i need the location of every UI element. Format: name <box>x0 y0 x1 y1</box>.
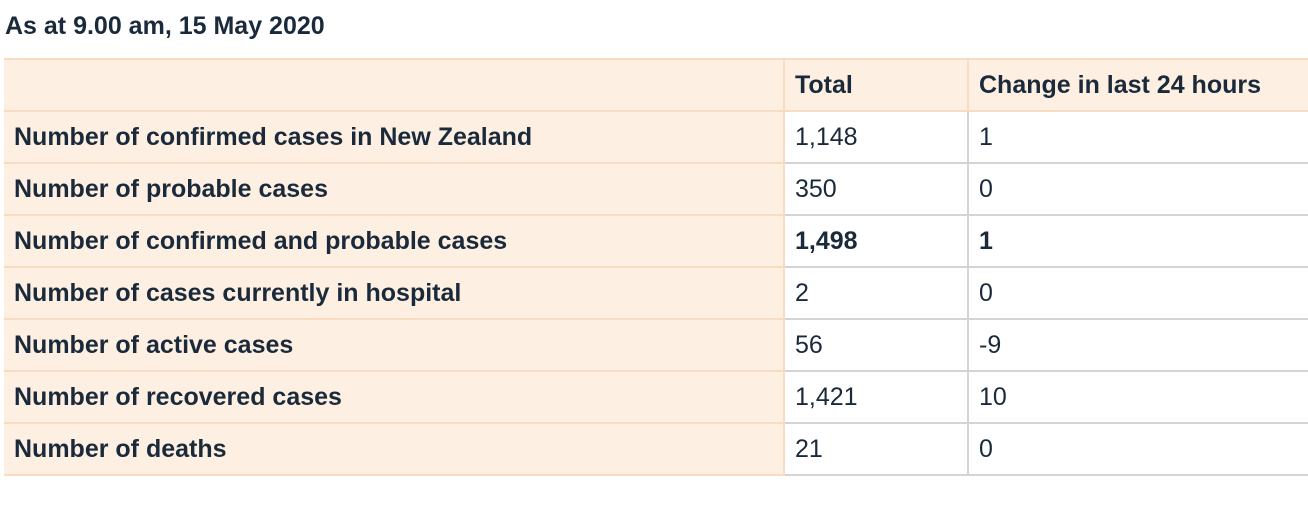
table-row: Number of confirmed cases in New Zealand… <box>4 111 1308 164</box>
row-label: Number of recovered cases <box>4 371 784 424</box>
table-row: Number of active cases 56 -9 <box>4 319 1308 372</box>
value-cell: 1,498 <box>783 215 968 268</box>
row-label: Number of deaths <box>4 423 784 476</box>
value-cell: 56 <box>783 319 968 372</box>
row-label: Number of confirmed and probable cases <box>4 215 784 268</box>
value-cell: 21 <box>783 423 968 476</box>
table-row: Number of recovered cases 1,421 10 <box>4 371 1308 424</box>
table-row: Number of confirmed and probable cases 1,… <box>4 215 1308 268</box>
value-cell: -9 <box>967 319 1308 372</box>
table-row: Number of deaths 21 0 <box>4 423 1308 476</box>
row-label: Number of active cases <box>4 319 784 372</box>
row-label: Number of confirmed cases in New Zealand <box>4 111 784 164</box>
value-cell: 1 <box>967 215 1308 268</box>
stats-table: Total Change in last 24 hours Number of c… <box>4 58 1308 476</box>
table-row: Number of probable cases 350 0 <box>4 163 1308 216</box>
header-row: Total Change in last 24 hours <box>4 58 1308 112</box>
value-cell: 10 <box>967 371 1308 424</box>
value-cell: 1 <box>967 111 1308 164</box>
header-cell <box>4 58 784 112</box>
value-cell: 350 <box>783 163 968 216</box>
row-label: Number of probable cases <box>4 163 784 216</box>
table-row: Number of cases currently in hospital 2 0 <box>4 267 1308 320</box>
value-cell: 1,148 <box>783 111 968 164</box>
table-header: Total Change in last 24 hours <box>4 58 1308 112</box>
caption: As at 9.00 am, 15 May 2020 <box>5 12 325 40</box>
table-body: Number of confirmed cases in New Zealand… <box>4 111 1308 476</box>
value-cell: 1,421 <box>783 371 968 424</box>
value-cell: 0 <box>967 423 1308 476</box>
value-cell: 0 <box>967 163 1308 216</box>
value-cell: 0 <box>967 267 1308 320</box>
row-label: Number of cases currently in hospital <box>4 267 784 320</box>
header-cell: Total <box>783 58 968 112</box>
value-cell: 2 <box>783 267 968 320</box>
header-cell: Change in last 24 hours <box>967 58 1308 112</box>
